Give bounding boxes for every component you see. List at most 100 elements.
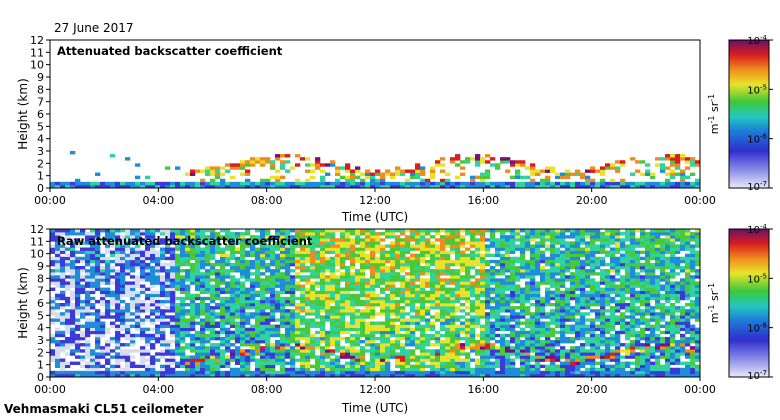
heatmap-cell <box>290 355 296 359</box>
heatmap-cell <box>270 367 276 372</box>
heatmap-cell <box>65 184 71 189</box>
heatmap-cell <box>230 281 236 285</box>
heatmap-cell <box>450 309 456 313</box>
heatmap-cell <box>280 253 286 258</box>
heatmap-cell <box>145 327 151 332</box>
heatmap-cell <box>145 262 151 267</box>
heatmap-cell <box>420 272 426 276</box>
heatmap-cell <box>200 278 206 282</box>
heatmap-cell <box>295 370 301 375</box>
heatmap-cell <box>505 367 511 372</box>
heatmap-cell <box>400 256 406 261</box>
heatmap-cell <box>375 324 381 328</box>
heatmap-cell <box>275 262 281 267</box>
heatmap-cell <box>435 290 441 295</box>
heatmap-cell <box>495 327 501 332</box>
heatmap-cell <box>535 281 541 285</box>
heatmap-cell <box>465 232 471 236</box>
heatmap-cell <box>150 364 156 369</box>
heatmap-cell <box>345 373 351 378</box>
heatmap-cell <box>215 303 221 307</box>
heatmap-cell <box>315 346 321 350</box>
heatmap-cell <box>430 306 436 310</box>
heatmap-cell <box>140 336 146 341</box>
heatmap-cell <box>310 253 316 258</box>
heatmap-cell <box>220 266 226 270</box>
y-tick-label: 3 <box>37 145 44 158</box>
heatmap-cell <box>345 367 351 372</box>
heatmap-cell <box>170 293 176 298</box>
heatmap-cell <box>135 284 141 288</box>
heatmap-cell <box>555 262 561 267</box>
heatmap-cell <box>400 293 406 298</box>
heatmap-cell <box>370 244 376 248</box>
heatmap-cell <box>365 330 371 335</box>
heatmap-cell <box>260 321 266 325</box>
heatmap-cell <box>305 157 311 161</box>
heatmap-cell <box>290 309 296 313</box>
heatmap-cell <box>240 269 246 273</box>
heatmap-cell <box>140 253 146 258</box>
heatmap-cell <box>440 290 446 295</box>
heatmap-cell <box>75 181 81 186</box>
heatmap-cell <box>445 309 451 313</box>
heatmap-cell <box>360 232 366 236</box>
heatmap-cell <box>320 163 326 167</box>
heatmap-cell <box>375 330 381 335</box>
heatmap-cell <box>155 327 161 332</box>
heatmap-cell <box>385 259 391 264</box>
heatmap-cell <box>280 262 286 267</box>
heatmap-cell <box>150 309 156 313</box>
heatmap-cell <box>530 262 536 267</box>
heatmap-cell <box>105 250 111 254</box>
heatmap-cell <box>285 327 291 332</box>
heatmap-cell <box>470 244 476 248</box>
heatmap-cell <box>405 181 411 186</box>
heatmap-cell <box>345 309 351 313</box>
heatmap-cell <box>125 309 131 313</box>
heatmap-cell <box>325 247 331 251</box>
heatmap-cell <box>490 321 496 325</box>
heatmap-cell <box>415 324 421 328</box>
heatmap-cell <box>555 364 561 369</box>
heatmap-cell <box>400 250 406 254</box>
heatmap-cell <box>215 269 221 273</box>
heatmap-cell <box>170 352 176 356</box>
heatmap-cell <box>505 235 511 239</box>
heatmap-cell <box>300 244 306 248</box>
heatmap-cell <box>320 303 326 307</box>
heatmap-cell <box>390 340 396 344</box>
heatmap-cell <box>120 269 126 273</box>
heatmap-cell <box>305 367 311 372</box>
heatmap-cell <box>285 253 291 258</box>
heatmap-cell <box>165 181 171 186</box>
heatmap-cell <box>345 352 351 356</box>
heatmap-cell <box>260 247 266 251</box>
heatmap-cell <box>385 275 391 279</box>
heatmap-cell <box>425 229 431 233</box>
heatmap-cell <box>255 247 261 251</box>
heatmap-cell <box>85 343 91 347</box>
heatmap-cell <box>330 370 336 375</box>
heatmap-cell <box>145 333 151 338</box>
heatmap-cell <box>115 281 121 285</box>
heatmap-cell <box>200 361 206 365</box>
heatmap-cell <box>85 361 91 365</box>
heatmap-cell <box>195 184 201 189</box>
heatmap-cell <box>155 238 161 242</box>
heatmap-cell <box>685 175 691 180</box>
heatmap-cell <box>445 321 451 325</box>
heatmap-cell <box>365 229 371 233</box>
heatmap-cell <box>185 370 191 375</box>
heatmap-cell <box>315 250 321 254</box>
heatmap-cell <box>460 327 466 332</box>
heatmap-cell <box>280 290 286 295</box>
heatmap-cell <box>175 253 181 258</box>
heatmap-cell <box>320 373 326 378</box>
heatmap-cell <box>400 259 406 264</box>
heatmap-cell <box>525 318 531 322</box>
heatmap-cell <box>275 343 281 347</box>
heatmap-cell <box>245 241 251 245</box>
heatmap-cell <box>430 275 436 279</box>
heatmap-cell <box>95 315 101 319</box>
